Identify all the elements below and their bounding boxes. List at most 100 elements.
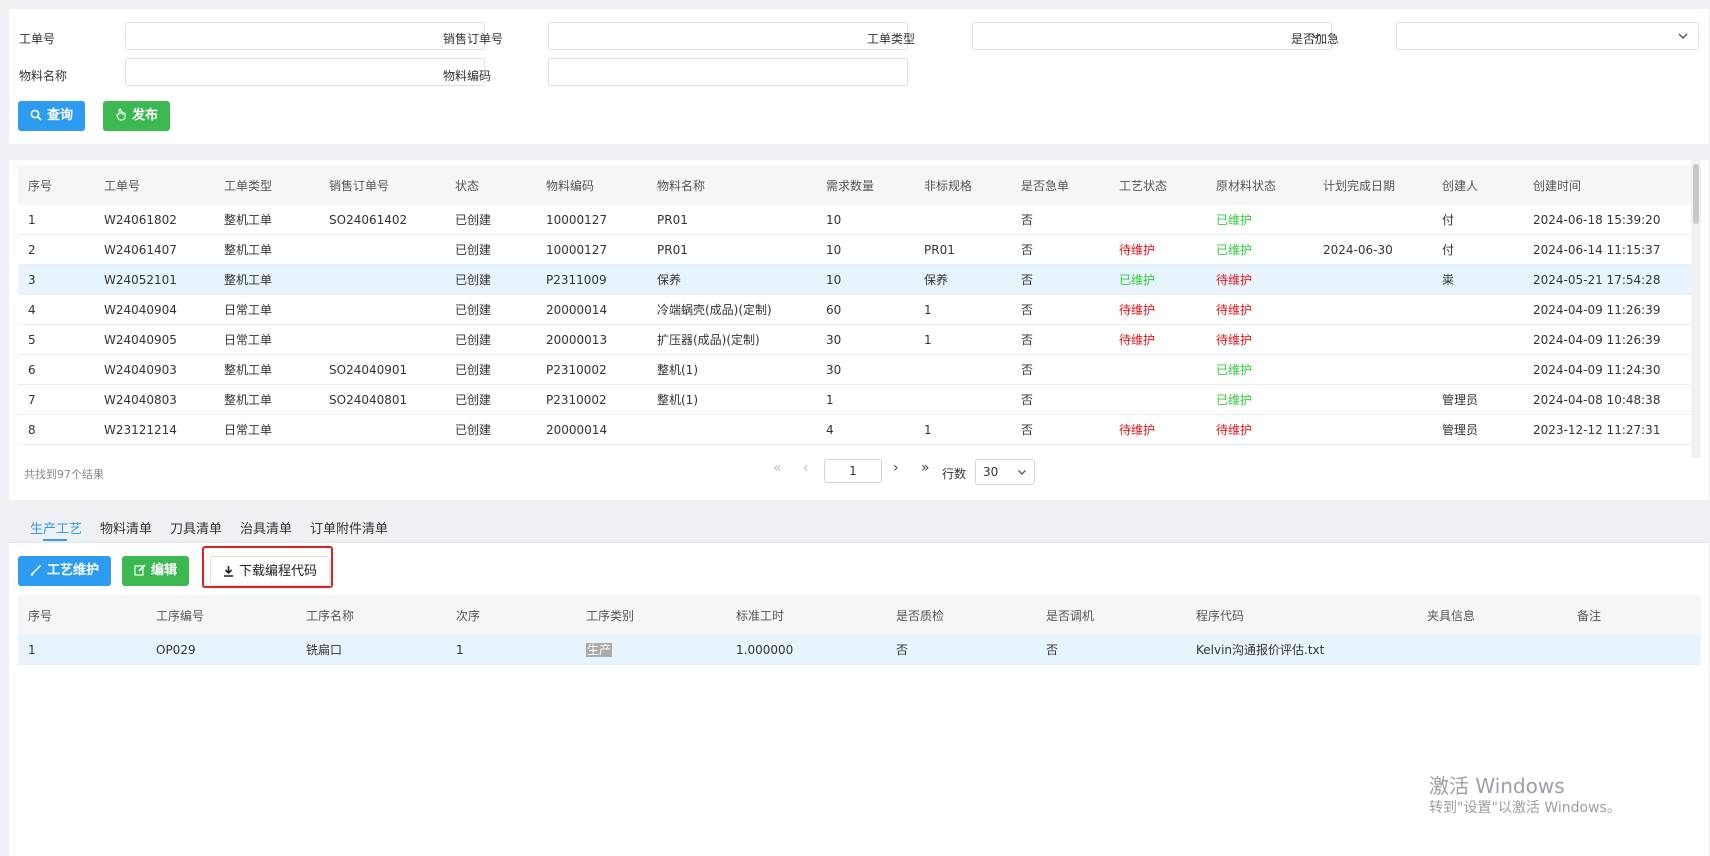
material-code-input[interactable] [548, 58, 908, 86]
row-material-code: P2310002 [536, 384, 647, 415]
row-sales-order-no [319, 234, 445, 265]
col-header[interactable]: 是否急单 [1011, 165, 1109, 205]
row-sales-order-no [319, 414, 445, 445]
tab-tools[interactable]: 刀具清单 [170, 522, 223, 537]
col-header[interactable]: 是否质检 [886, 595, 1036, 635]
process-maintain-button[interactable]: 工艺维护 [18, 556, 112, 586]
row-material-code: 20000013 [536, 324, 647, 355]
table-row[interactable]: 3 W24052101 整机工单 已创建 P2311009 保养 10 保养否已维护 待维护粜 2… [18, 264, 1701, 295]
row-seq: 4 [18, 294, 94, 325]
col-header[interactable]: 工序名称 [296, 595, 446, 635]
last-page-button[interactable]: » [921, 460, 930, 476]
col-header[interactable]: 次序 [446, 595, 576, 635]
work-order-type-label: 工单类型 [867, 32, 916, 46]
row-process-status [1109, 354, 1206, 385]
work-order-type-select[interactable] [972, 22, 1332, 50]
table-row[interactable]: 5 W24040905 日常工单 已创建 20000013 扩压器(成品)(定制) 30 1 否… [18, 324, 1701, 355]
scrollbar-thumb[interactable] [1693, 164, 1699, 224]
process-table: 序号 工序编号 工序名称 次序 工序类别 标准工时 是否质检 是否调机 程序代码… [18, 595, 1701, 665]
row-status: 已创建 [445, 205, 536, 235]
col-header[interactable]: 工艺状态 [1109, 165, 1206, 205]
tab-bom[interactable]: 物料清单 [100, 522, 153, 537]
table-row[interactable]: 7 W24040803 整机工单 SO24040801 已创建 P2310002 整机(1)… [18, 384, 1701, 415]
sales-order-no-input[interactable] [548, 22, 908, 50]
download-code-button[interactable]: 下载编程代码 [210, 556, 331, 586]
row-material-name: 保养 [647, 264, 816, 295]
col-header[interactable]: 计划完成日期 [1313, 165, 1432, 205]
publish-button[interactable]: 发布 [103, 101, 171, 131]
row-nonstd-spec [914, 205, 1011, 235]
col-header[interactable]: 夹具信息 [1417, 595, 1567, 635]
row-material-status: 已维护 [1206, 234, 1313, 265]
table-row[interactable]: 6 W24040903 整机工单 SO24040901 已创建 P2310002 整机(1)… [18, 354, 1701, 385]
row-material-status: 待维护 [1206, 414, 1313, 445]
col-header[interactable]: 工序编号 [146, 595, 296, 635]
row-seq: 8 [18, 414, 94, 445]
col-header[interactable]: 销售订单号 [319, 165, 445, 205]
process-name: 铣扁口 [296, 635, 446, 665]
process-program-code[interactable]: Kelvin沟通报价评估.txt [1186, 635, 1417, 665]
material-name-label: 物料名称 [19, 69, 68, 83]
col-header[interactable]: 序号 [18, 165, 94, 205]
row-urgent: 否 [1011, 384, 1109, 415]
row-creator: 管理员 [1432, 414, 1523, 445]
table-row[interactable]: 8 W23121214 日常工单 已创建 20000014 4 1 否待维护 待维护 管理员 202… [18, 414, 1701, 445]
edit-button[interactable]: 编辑 [122, 556, 190, 586]
col-header[interactable]: 工单类型 [214, 165, 319, 205]
work-order-grid-panel: 序号 工单号 工单类型 销售订单号 状态 物料编码 物料名称 需求数量 非标规格… [9, 160, 1709, 500]
col-header[interactable]: 是否调机 [1036, 595, 1186, 635]
row-demand-qty: 10 [816, 234, 914, 265]
material-name-input[interactable] [125, 58, 485, 86]
tab-attachments[interactable]: 订单附件清单 [310, 522, 389, 537]
next-page-button[interactable]: › [893, 460, 899, 476]
vertical-scrollbar[interactable] [1691, 160, 1701, 458]
row-status: 已创建 [445, 384, 536, 415]
row-plan-date [1313, 294, 1432, 325]
tab-process[interactable]: 生产工艺 [30, 522, 83, 537]
table-row[interactable]: 1 OP029 铣扁口 1 生产 1.000000 否 否 Kelvin沟通报价… [18, 635, 1701, 665]
tab-divider [9, 542, 1709, 543]
row-material-code: 10000127 [536, 234, 647, 265]
row-sales-order-no: SO24040901 [319, 354, 445, 385]
col-header[interactable]: 序号 [18, 595, 146, 635]
tab-fixtures[interactable]: 治具清单 [240, 522, 293, 537]
row-demand-qty: 1 [816, 384, 914, 415]
col-header[interactable]: 物料名称 [647, 165, 816, 205]
search-panel: 工单号 销售订单号 工单类型 是否加急 物料名称 物料编码 查询 发布 [9, 9, 1709, 144]
prev-page-button[interactable]: ‹ [803, 460, 809, 476]
query-button[interactable]: 查询 [18, 101, 86, 131]
chevron-down-icon [1311, 33, 1321, 39]
col-header[interactable]: 原材料状态 [1206, 165, 1313, 205]
col-header[interactable]: 备注 [1567, 595, 1701, 635]
col-header[interactable]: 工序类别 [576, 595, 726, 635]
row-material-code: P2311009 [536, 264, 647, 295]
urgent-select[interactable] [1396, 22, 1699, 50]
col-header[interactable]: 程序代码 [1186, 595, 1417, 635]
rows-per-page-select[interactable]: 30 [975, 459, 1035, 485]
query-label: 查询 [47, 108, 74, 123]
page-number-input[interactable]: 1 [824, 459, 882, 483]
col-header[interactable]: 需求数量 [816, 165, 914, 205]
col-header[interactable]: 工单号 [94, 165, 214, 205]
col-header[interactable]: 创建人 [1432, 165, 1523, 205]
col-header[interactable]: 物料编码 [536, 165, 647, 205]
table-row[interactable]: 2 W24061407 整机工单 已创建 10000127 PR01 10 PR01 否待维护已… [18, 234, 1701, 265]
result-count: 共找到97个结果 [24, 468, 104, 481]
row-creator [1432, 354, 1523, 385]
first-page-button[interactable]: « [773, 460, 782, 476]
row-nonstd-spec: 保养 [914, 264, 1011, 295]
work-order-no-input[interactable] [125, 22, 485, 50]
row-material-name: PR01 [647, 205, 816, 235]
row-work-order-type: 日常工单 [214, 324, 319, 355]
process-table-wrap: 序号 工序编号 工序名称 次序 工序类别 标准工时 是否质检 是否调机 程序代码… [18, 595, 1701, 665]
col-header[interactable]: 状态 [445, 165, 536, 205]
row-creator [1432, 324, 1523, 355]
table-row[interactable]: 4 W24040904 日常工单 已创建 20000014 冷端蜗壳(成品)(定制) 60 1… [18, 294, 1701, 325]
row-status: 已创建 [445, 294, 536, 325]
col-header[interactable]: 标准工时 [726, 595, 886, 635]
col-header[interactable]: 创建时间 [1523, 165, 1701, 205]
col-header[interactable]: 非标规格 [914, 165, 1011, 205]
row-nonstd-spec [914, 354, 1011, 385]
row-create-time: 2023-12-12 11:27:31 [1523, 414, 1701, 445]
table-row[interactable]: 1 W24061802 整机工单 SO24061402 已创建 10000127 PR01 1… [18, 205, 1701, 235]
